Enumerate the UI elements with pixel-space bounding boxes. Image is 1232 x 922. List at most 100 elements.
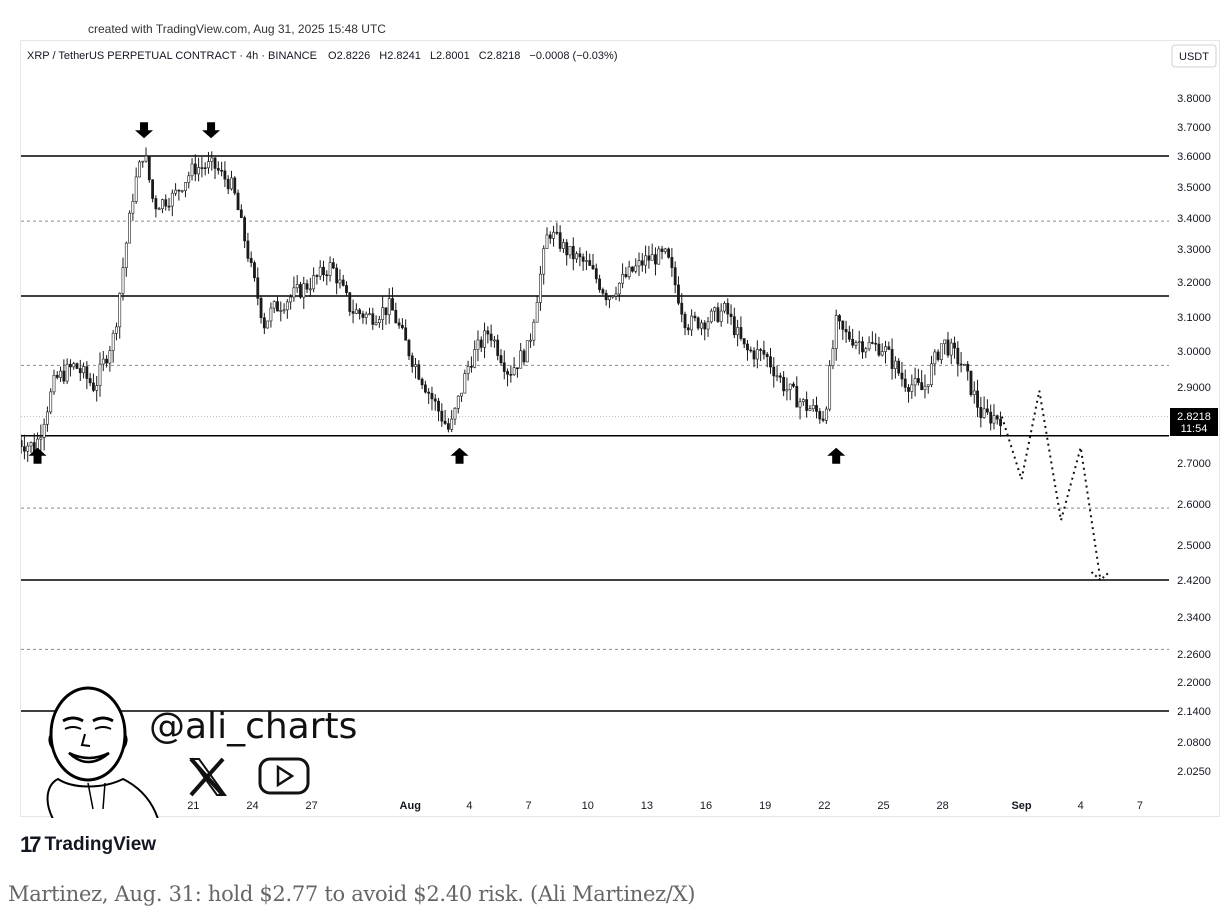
candle-body [782, 376, 786, 392]
candle-body [354, 309, 358, 314]
candle-body [594, 268, 598, 280]
candle-body [723, 303, 726, 312]
candle-body [78, 368, 82, 374]
candle-body [305, 283, 309, 290]
candle-body [575, 253, 578, 260]
time-tick-label: Sep [1011, 800, 1031, 812]
candle-body [778, 375, 782, 378]
candle-body [847, 331, 851, 340]
candle-body [39, 437, 43, 440]
candle-body [328, 262, 332, 276]
candle-body [121, 267, 125, 294]
candle-body [857, 341, 861, 343]
arrow-down-icon [135, 122, 154, 139]
candle-body [407, 339, 411, 357]
watermark-avatar [46, 686, 159, 818]
ohlc-close: C2.8218 [479, 50, 521, 62]
candle-body [62, 370, 66, 382]
candle-body [703, 322, 707, 330]
candle-body [663, 248, 667, 252]
candle-body [315, 275, 319, 277]
candle-body [167, 205, 171, 208]
candle-body [456, 395, 460, 409]
candle-body [670, 257, 674, 268]
candle-body [414, 364, 417, 367]
candle-body [604, 292, 608, 301]
candle-body [466, 366, 470, 374]
candle-body [792, 383, 795, 387]
candle-body [95, 385, 99, 391]
candle-body [976, 390, 979, 408]
candle-body [118, 293, 122, 328]
candle-body [949, 342, 953, 356]
candle-body [548, 234, 552, 239]
tradingview-logo-icon: 17 [20, 832, 42, 857]
candle-body [972, 390, 976, 395]
candle-body [864, 348, 868, 353]
candle-body [410, 355, 414, 367]
time-axis[interactable]: 1518212427Aug4710131619222528Sep47 [69, 800, 1143, 812]
candle-body [220, 169, 224, 172]
candle-body [381, 307, 385, 320]
candle-body [82, 366, 85, 374]
current-price-tag: 2.8218 11:54 [1170, 408, 1218, 436]
candle-body [55, 374, 59, 378]
candlestick-chart[interactable]: 3.8000 3.7000 3.6000 3.5000 3.4000 3.3000 3.20… [21, 41, 1221, 818]
currency-box[interactable] [1171, 44, 1217, 68]
candle-body [460, 392, 463, 397]
price-tick-label: 3.5000 [1177, 182, 1211, 194]
time-tick-label: 13 [641, 800, 653, 812]
arrow-down-icon [202, 122, 221, 139]
candle-body [177, 189, 181, 192]
candle-body [933, 351, 937, 365]
candle-body [262, 317, 266, 329]
candle-body [529, 339, 532, 342]
candle-body [345, 285, 348, 293]
candle-body [585, 260, 588, 262]
candle-body [463, 373, 467, 394]
candle-body [870, 342, 874, 344]
price-tick-label: 2.2000 [1177, 677, 1211, 689]
candle-body [851, 338, 855, 346]
candle-body [391, 298, 394, 311]
arrows [28, 122, 846, 464]
time-tick-label: 7 [525, 800, 531, 812]
candle-body [890, 349, 894, 369]
candle-body [558, 232, 562, 249]
candle-body [749, 349, 753, 352]
candle-body [969, 370, 973, 395]
candle-body [759, 349, 763, 351]
price-axis[interactable]: 3.8000 3.7000 3.6000 3.5000 3.4000 3.3000 3.20… [1177, 93, 1211, 778]
candle-body [627, 266, 631, 277]
candle-body [269, 307, 273, 322]
candle-body [660, 248, 664, 252]
tradingview-logo[interactable]: 17 TradingView [20, 832, 156, 858]
candle-body [249, 258, 253, 263]
candle-body [893, 360, 897, 369]
candle-body [506, 371, 509, 375]
candle-body [243, 217, 247, 242]
candle-body [821, 418, 825, 421]
candle-body [151, 179, 154, 199]
candle-body [867, 342, 871, 350]
candle-body [128, 212, 131, 244]
candle-body [601, 289, 605, 294]
candle-body [838, 315, 841, 322]
candle-body [608, 296, 611, 301]
candle-body [200, 167, 204, 169]
candle-body [752, 350, 756, 360]
candle-body [147, 155, 151, 181]
candle-body [266, 320, 270, 329]
symbol-name: XRP / TetherUS PERPETUAL CONTRACT · 4h ·… [27, 50, 317, 62]
projection-line [1000, 390, 1102, 581]
time-tick-label: 22 [818, 800, 830, 812]
candle-body [302, 283, 306, 298]
candle-body [216, 168, 220, 171]
candle-body [959, 363, 963, 366]
chart-frame[interactable]: 3.8000 3.7000 3.6000 3.5000 3.4000 3.3000 3.20… [20, 40, 1221, 818]
candle-body [437, 400, 440, 412]
ohlc-open: O2.8226 [328, 50, 370, 62]
candle-body [496, 339, 500, 356]
candle-body [887, 346, 891, 350]
candle-body [308, 288, 312, 291]
